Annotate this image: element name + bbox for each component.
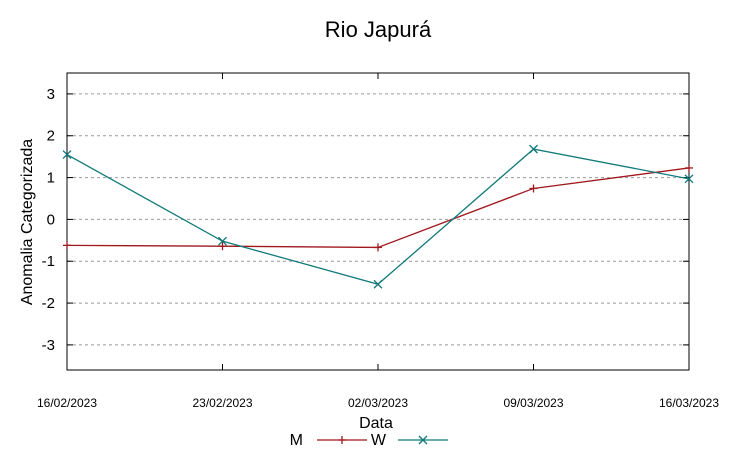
y-tick-label: 2 bbox=[47, 128, 55, 145]
y-tick-label: -1 bbox=[42, 253, 55, 270]
data-point-w bbox=[529, 144, 538, 154]
chart-title: Rio Japurá bbox=[325, 17, 432, 42]
data-point-m bbox=[374, 243, 382, 252]
y-tick-label: 1 bbox=[47, 170, 55, 187]
series-line-m bbox=[66, 167, 690, 249]
data-point-m bbox=[218, 242, 227, 251]
data-point-w bbox=[684, 174, 694, 184]
plot-frame bbox=[66, 72, 690, 371]
y-axis-label: Anomalia Categorizada bbox=[19, 139, 36, 305]
data-point-m bbox=[685, 163, 693, 172]
y-tick-label: 0 bbox=[47, 211, 55, 228]
x-tick-label: 23/02/2023 bbox=[192, 396, 252, 410]
x-axis-label: Data bbox=[359, 415, 393, 432]
data-point-w bbox=[62, 150, 72, 160]
data-point-m bbox=[63, 241, 71, 250]
data-point-w bbox=[218, 236, 227, 246]
series-layer bbox=[62, 144, 694, 289]
x-tick-label: 16/02/2023 bbox=[37, 396, 97, 410]
series-line-w bbox=[66, 148, 690, 285]
legend-label-w: W bbox=[371, 432, 387, 449]
legend-label-m: M bbox=[290, 432, 303, 449]
x-axis-ticks: 16/02/2023 23/02/2023 02/03/2023 09/03/2023… bbox=[37, 73, 719, 410]
data-point-w bbox=[373, 279, 383, 289]
legend-sample-w bbox=[398, 435, 448, 445]
legend: M W bbox=[290, 432, 448, 449]
y-tick-label: -2 bbox=[42, 295, 55, 312]
x-tick-label: 16/03/2023 bbox=[659, 396, 719, 410]
x-tick-label: 02/03/2023 bbox=[348, 396, 408, 410]
y-axis-ticks: 3 2 1 0 -1 -2 -3 bbox=[42, 86, 689, 354]
y-tick-label: -3 bbox=[42, 337, 55, 354]
data-point-m bbox=[529, 184, 538, 193]
x-tick-label: 09/03/2023 bbox=[503, 396, 563, 410]
legend-sample-m bbox=[317, 436, 367, 444]
y-tick-label: 3 bbox=[47, 86, 55, 103]
grid-lines bbox=[67, 93, 689, 346]
